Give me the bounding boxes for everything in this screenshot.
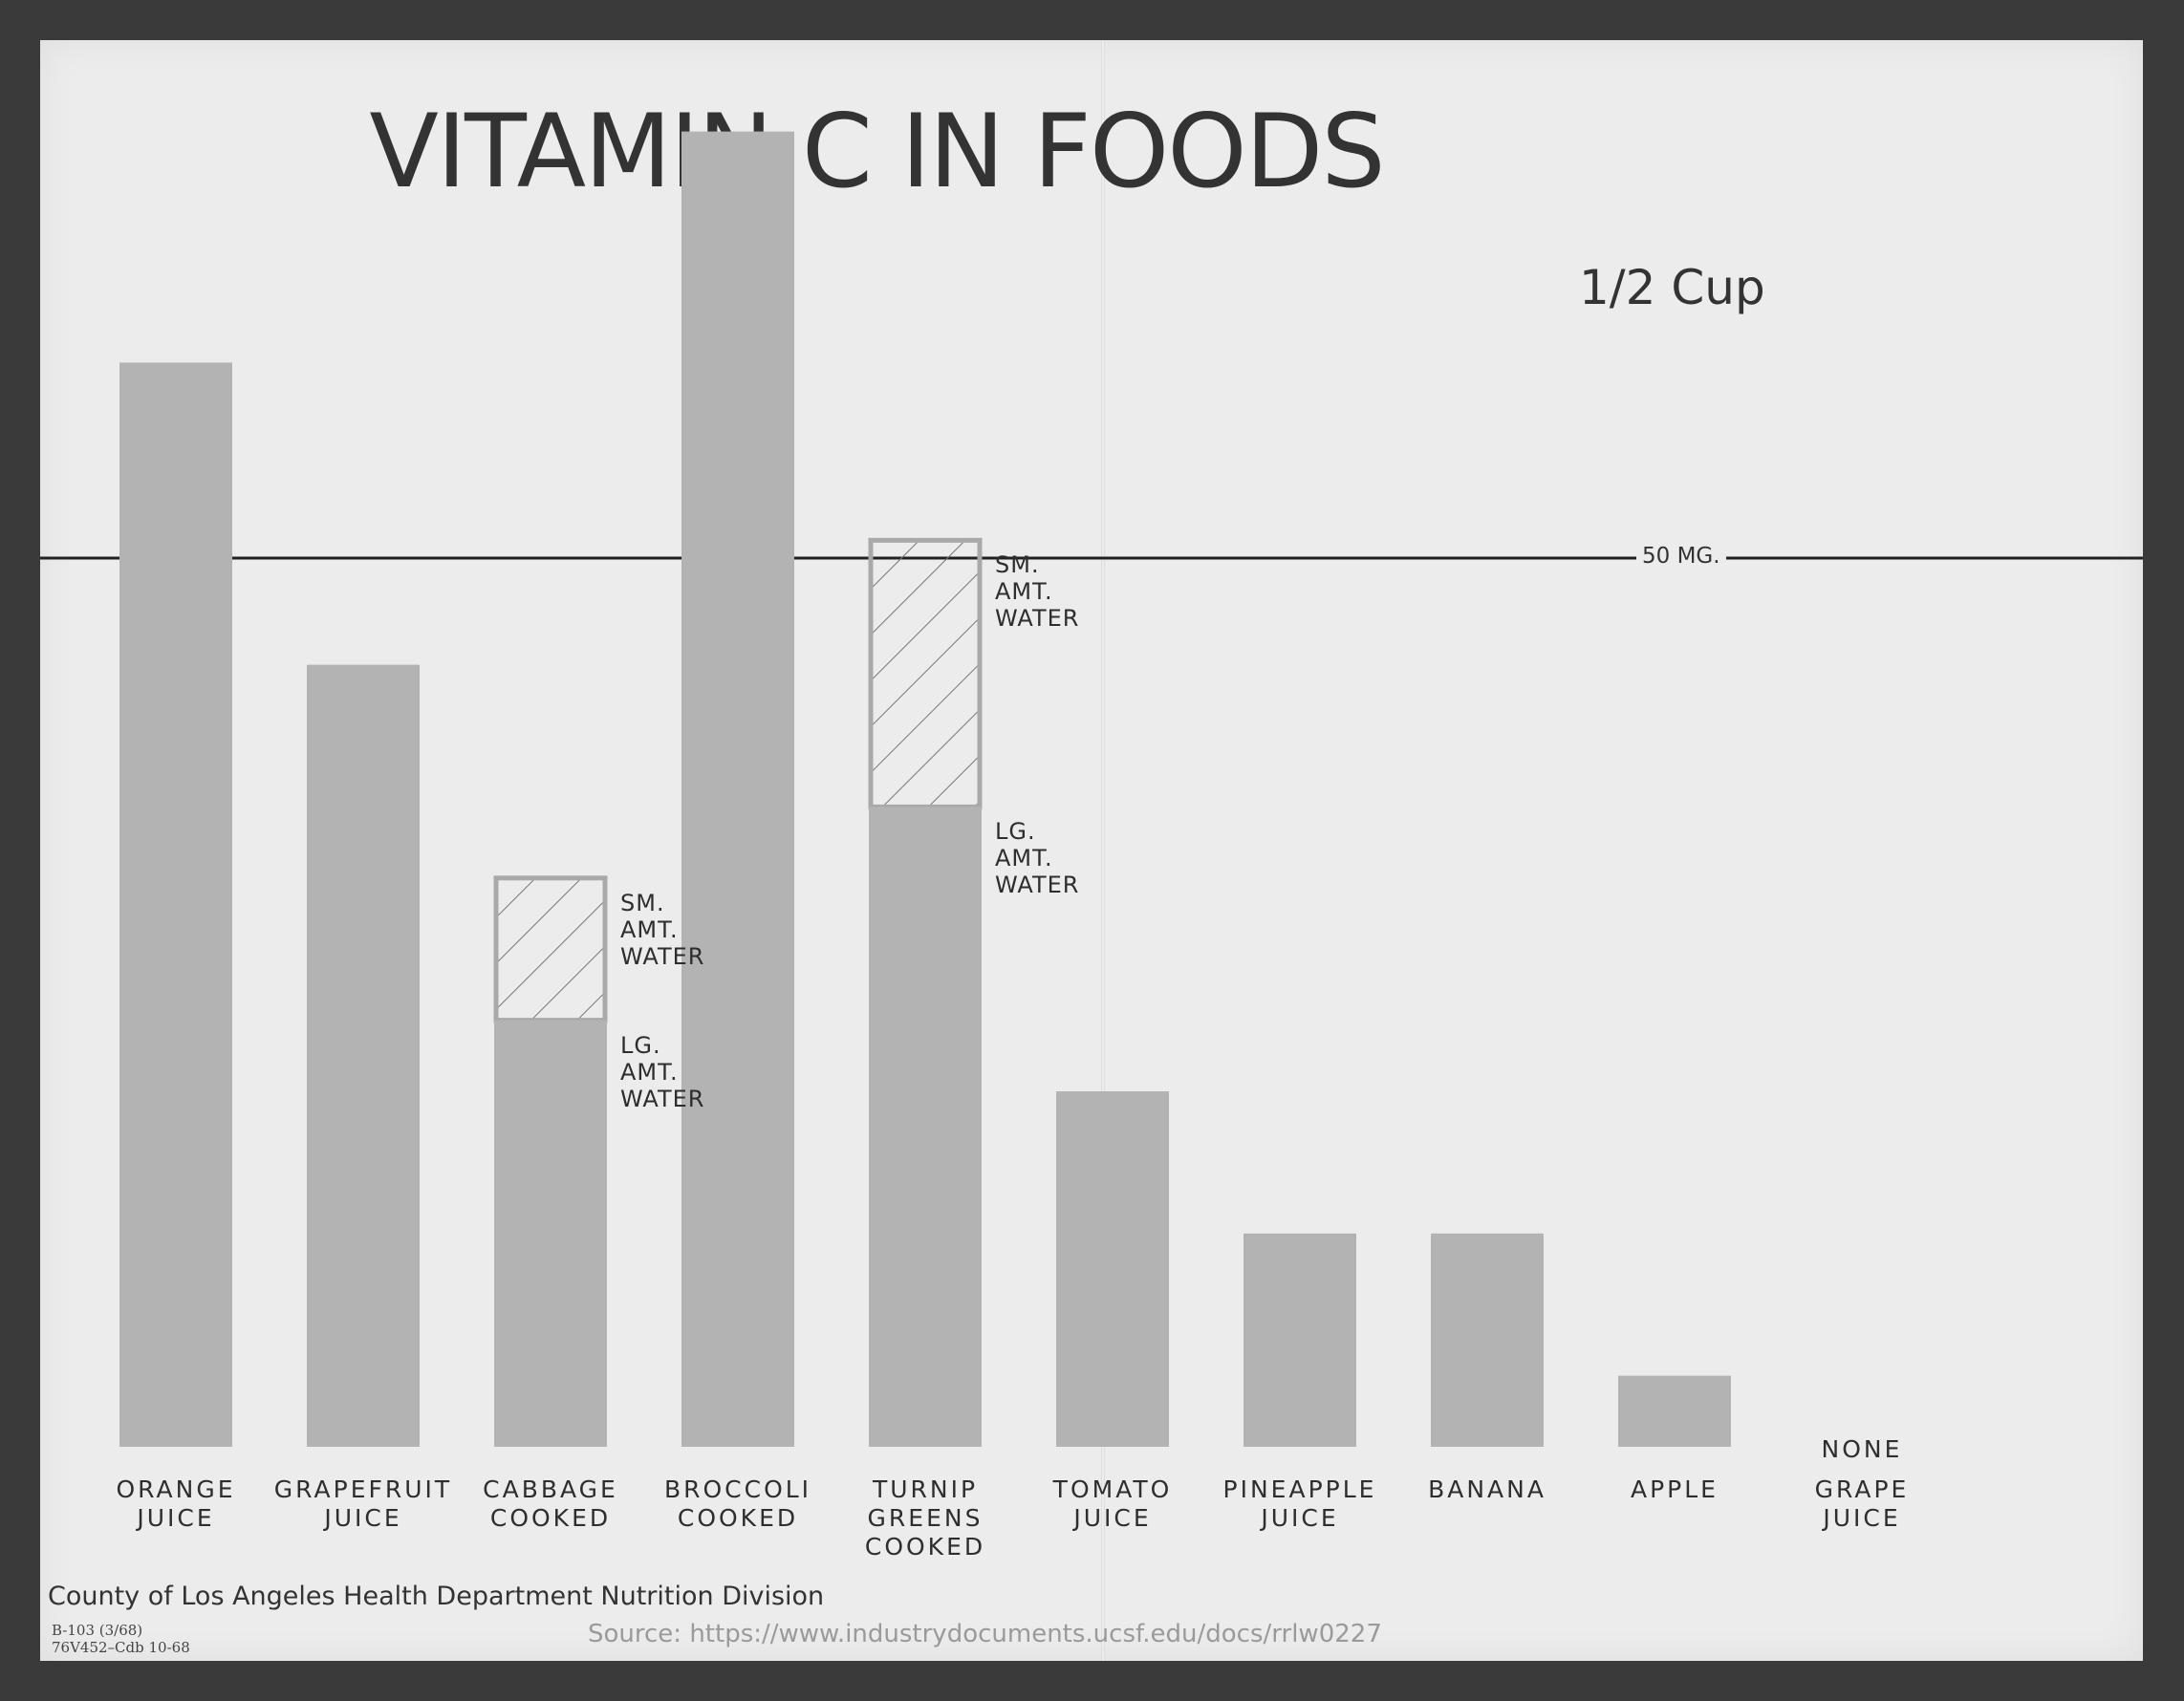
category-label-orange-juice: ORANGE JUICE [116,1475,236,1532]
bar-pineapple-juice [1243,1233,1356,1447]
bar-broccoli-cooked [681,131,794,1448]
form-code: B-103 (3/68) [52,1622,143,1639]
bar-cabbage-cooked [494,1020,607,1447]
bar-grapefruit-juice [307,664,420,1447]
category-label-pineapple-juice: PINEAPPLE JUICE [1222,1475,1377,1532]
category-label-apple: APPLE [1631,1475,1719,1503]
bar-banana [1431,1233,1544,1447]
category-label-turnip-greens-cooked: TURNIP GREENS COOKED [864,1475,986,1561]
chart-subtitle: 1/2 Cup [1579,260,1765,315]
print-code: 76V452–Cdb 10-68 [52,1639,190,1656]
category-label-grape-juice: GRAPE JUICE [1814,1475,1910,1532]
bar-hatched-turnip-greens-cooked [868,537,983,809]
bar-tomato-juice [1056,1091,1169,1447]
bar-hatched-cabbage-cooked [493,875,608,1023]
bar-apple [1618,1375,1731,1447]
cabbage-small-water-note: SM. AMT. WATER [620,889,705,970]
source-url: Source: https://www.industrydocuments.uc… [588,1620,1382,1648]
category-label-broccoli-cooked: BROCCOLI COOKED [663,1475,812,1532]
grape-juice-none-label: NONE [1821,1435,1903,1463]
paper-fold [1101,40,1105,1661]
bar-turnip-greens-cooked [869,807,982,1447]
bar-orange-juice [119,362,232,1447]
category-label-cabbage-cooked: CABBAGE COOKED [483,1475,618,1532]
cabbage-large-water-note: LG. AMT. WATER [620,1031,705,1112]
category-label-grapefruit-juice: GRAPEFRUIT JUICE [273,1475,453,1532]
category-label-tomato-juice: TOMATO JUICE [1052,1475,1173,1532]
footer-credit: County of Los Angeles Health Department … [48,1582,825,1611]
turnip-small-water-note: SM. AMT. WATER [995,551,1080,633]
reference-line-label: 50 MG. [1636,544,1726,569]
category-label-banana: BANANA [1428,1475,1546,1503]
turnip-large-water-note: LG. AMT. WATER [995,818,1080,899]
chart-title: VITAMIN C IN FOODS [369,93,1385,210]
document-sheet: VITAMIN C IN FOODS 1/2 Cup ORANGE JUICE G… [40,40,2143,1661]
bar-chart [40,131,2143,1448]
